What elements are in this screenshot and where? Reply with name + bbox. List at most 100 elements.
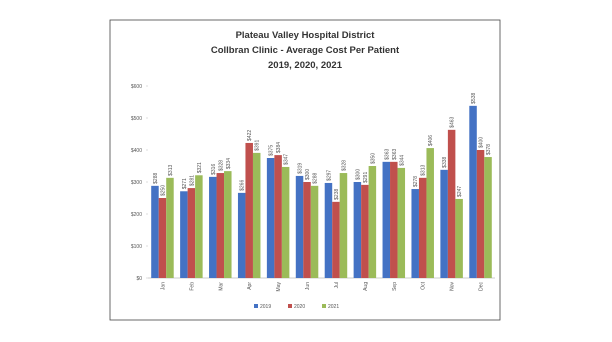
data-label: $278: [413, 176, 419, 187]
data-label: $288: [153, 172, 159, 183]
data-label: $400: [479, 137, 485, 148]
y-tick-label: $300: [131, 180, 142, 186]
bar: [426, 148, 434, 278]
data-label: $313: [421, 164, 427, 175]
data-label: $350: [370, 153, 376, 164]
data-label: $334: [226, 158, 232, 169]
data-label: $291: [363, 172, 369, 183]
y-tick-label: $100: [131, 244, 142, 250]
data-label: $538: [471, 92, 477, 103]
bar: [303, 182, 311, 278]
x-tick-label: Dec: [479, 282, 485, 291]
data-label: $321: [197, 162, 203, 173]
chart-title: 2019, 2020, 2021: [268, 60, 343, 71]
data-label: $271: [182, 178, 188, 189]
bar: [224, 171, 232, 278]
chart-title: Collbran Clinic - Average Cost Per Patie…: [211, 45, 400, 56]
bar: [252, 152, 261, 278]
data-label: $281: [189, 175, 195, 186]
bar: [209, 176, 217, 278]
data-label: $375: [269, 145, 275, 156]
bar: [180, 191, 188, 278]
x-tick-label: Sep: [392, 282, 398, 291]
bar: [281, 166, 290, 278]
bar: [339, 173, 348, 278]
y-tick-label: $400: [131, 148, 142, 154]
data-label: $338: [442, 156, 448, 167]
x-tick-label: Mar: [218, 282, 224, 291]
x-tick-label: Feb: [189, 282, 195, 291]
x-tick-label: May: [276, 282, 282, 292]
bar: [195, 175, 203, 278]
data-label: $406: [428, 135, 434, 146]
x-tick-label: Oct: [421, 281, 427, 289]
data-label: $344: [399, 155, 405, 166]
data-label: $347: [284, 154, 290, 165]
y-tick-label: $200: [131, 212, 142, 218]
bar: [158, 198, 167, 278]
chart-title: Plateau Valley Hospital District: [236, 30, 376, 41]
y-tick-label: $600: [131, 84, 142, 90]
bar: [411, 189, 419, 278]
x-tick-label: Apr: [247, 282, 253, 290]
bar: [310, 185, 319, 278]
bar: [151, 185, 159, 278]
data-label: $313: [168, 164, 174, 175]
data-label: $463: [450, 116, 456, 127]
data-label: $328: [218, 160, 224, 171]
legend-swatch: [322, 304, 326, 308]
bar: [266, 158, 275, 278]
legend-label: 2021: [328, 304, 339, 310]
legend-swatch: [288, 304, 292, 308]
x-tick-label: Jun: [305, 282, 311, 290]
bar: [187, 188, 196, 278]
bar: [332, 201, 340, 278]
bar: [274, 155, 282, 278]
data-label: $363: [384, 148, 390, 159]
data-label: $391: [255, 140, 261, 151]
legend-label: 2020: [294, 304, 305, 310]
data-label: $328: [341, 160, 347, 171]
bar: [390, 161, 398, 278]
data-label: $288: [313, 172, 319, 183]
data-label: $363: [392, 148, 398, 159]
bar: [237, 192, 246, 278]
bar: [353, 182, 362, 278]
bar: [455, 198, 463, 278]
legend-label: 2019: [260, 304, 271, 310]
bar: [447, 129, 456, 278]
bar: [418, 177, 427, 278]
data-label: $384: [276, 142, 282, 153]
bar: [361, 184, 369, 278]
data-label: $319: [298, 163, 304, 174]
bar: [440, 169, 448, 278]
bar: [484, 157, 492, 278]
y-tick-label: $0: [136, 276, 142, 282]
legend-swatch: [254, 304, 258, 308]
bar: [397, 167, 406, 278]
data-label: $297: [326, 170, 332, 181]
bar: [469, 105, 477, 278]
data-label: $250: [160, 185, 166, 196]
data-label: $316: [211, 164, 217, 175]
x-tick-label: Nov: [450, 282, 456, 291]
x-tick-label: Aug: [363, 282, 369, 291]
bar: [368, 166, 377, 278]
data-label: $238: [334, 188, 340, 199]
data-label: $300: [305, 169, 311, 180]
data-label: $266: [240, 180, 246, 191]
bar: [216, 173, 225, 278]
x-tick-label: Jul: [334, 282, 340, 288]
bar: [324, 182, 333, 278]
y-tick-label: $500: [131, 116, 142, 122]
x-tick-label: Jan: [160, 282, 166, 290]
bar: [295, 175, 304, 278]
bar: [245, 142, 253, 278]
bar: [166, 177, 174, 278]
data-label: $300: [355, 169, 361, 180]
bar: [476, 150, 485, 278]
data-label: $378: [486, 144, 492, 155]
data-label: $422: [247, 130, 253, 141]
